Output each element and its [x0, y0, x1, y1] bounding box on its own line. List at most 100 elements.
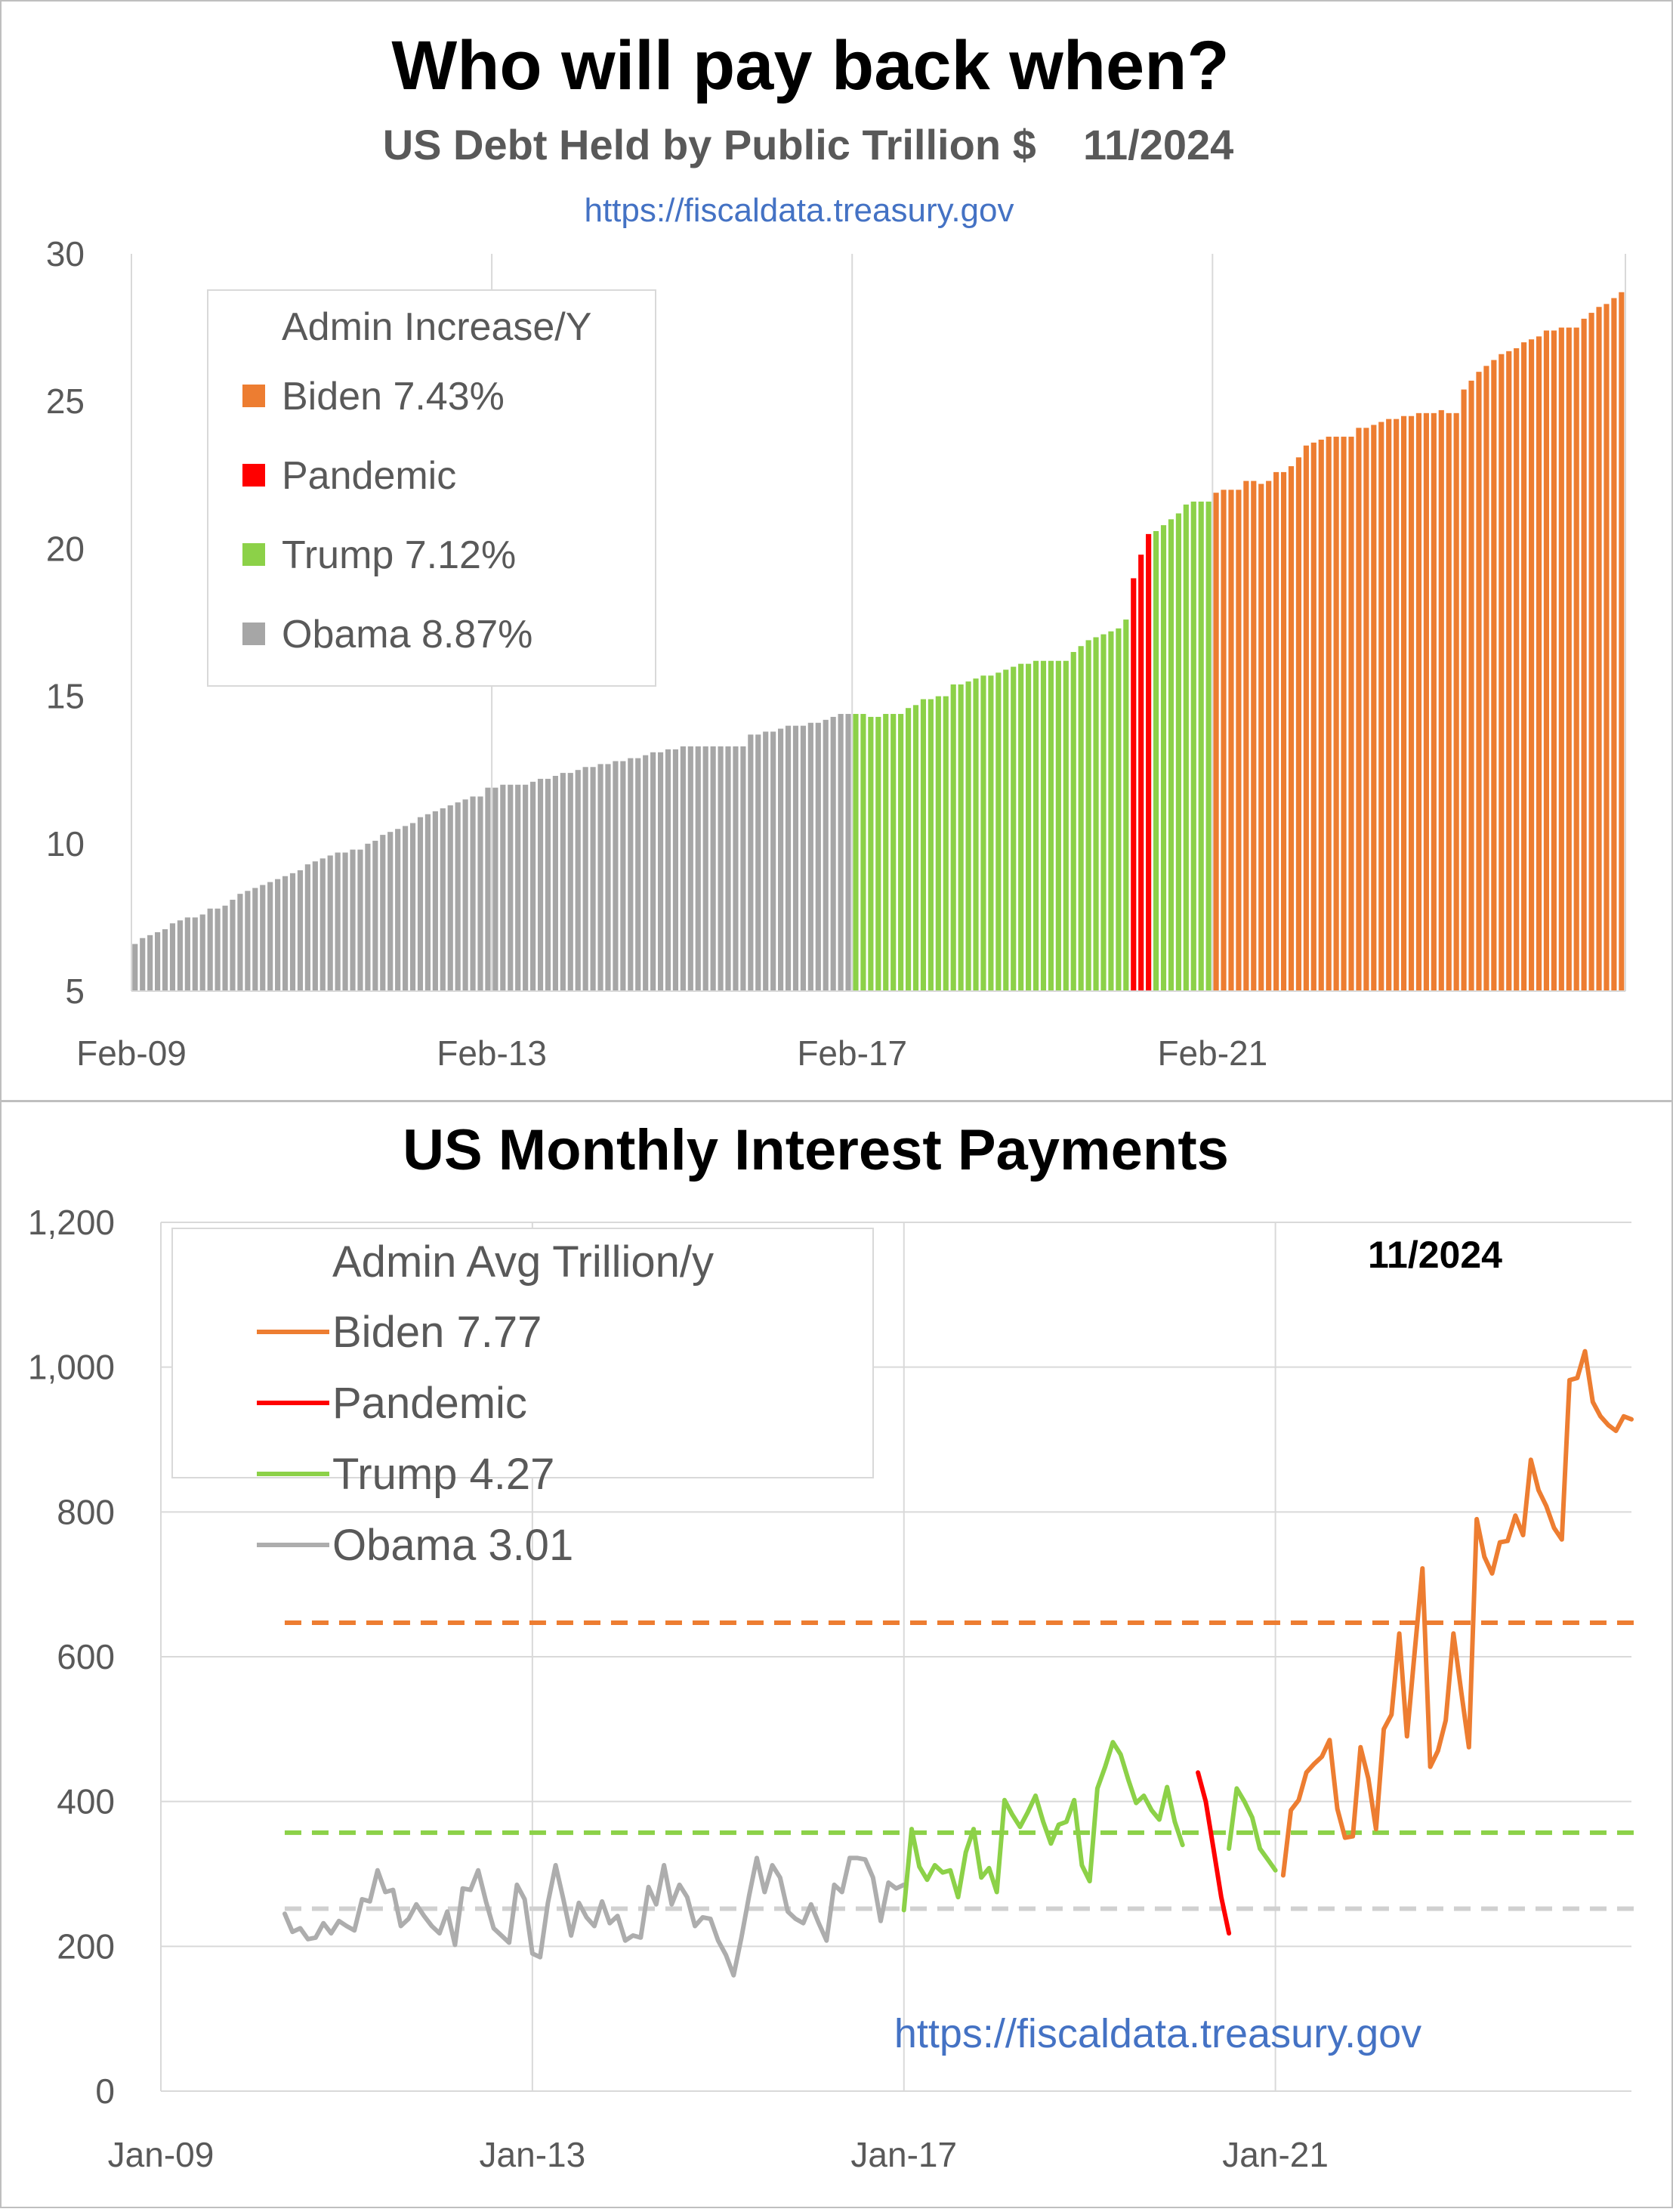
debt-bar-obama: [282, 876, 289, 991]
debt-bar-trump: [980, 675, 986, 991]
debt-bar-trump: [1033, 660, 1039, 991]
debt-bar-obama: [529, 781, 536, 991]
debt-bar-trump: [905, 708, 912, 991]
debt-bar-obama: [725, 746, 731, 991]
debt-legend-label-biden: Biden 7.43%: [282, 375, 505, 419]
debt-bar-trump: [1040, 660, 1047, 991]
debt-y-tick-label: 5: [65, 972, 85, 1011]
debt-bar-obama: [260, 885, 266, 991]
debt-axes: 5 10 15 20 25 30 Feb-09 Feb-13 Feb-17 Feb-21: [46, 234, 1625, 1073]
debt-bar-obama: [477, 796, 483, 991]
debt-bar-obama: [199, 914, 205, 991]
debt-bar-biden: [1228, 490, 1234, 991]
debt-bar-obama: [523, 784, 529, 991]
debt-y-tick-label: 15: [46, 677, 85, 716]
debt-bar-biden: [1461, 389, 1467, 991]
debt-bar-biden: [1521, 342, 1527, 991]
debt-bar-obama: [508, 784, 514, 991]
debt-bar-obama: [710, 746, 716, 991]
debt-bar-biden: [1408, 416, 1415, 991]
debt-bar-obama: [275, 879, 281, 991]
debt-bar-biden: [1588, 313, 1594, 992]
interest-y-tick-label: 1,000: [28, 1348, 115, 1387]
debt-bar-obama: [500, 784, 506, 991]
debt-bar-obama: [590, 767, 596, 991]
debt-bar-obama: [650, 752, 656, 991]
interest-y-tick-label: 600: [57, 1637, 115, 1676]
debt-bar-trump: [920, 699, 927, 991]
debt-bar-biden: [1303, 445, 1309, 991]
interest-series-lines: [282, 1349, 1634, 1978]
debt-bar-biden: [1401, 416, 1407, 991]
debt-bar-biden: [1446, 412, 1452, 991]
debt-bar-trump: [1093, 637, 1099, 991]
debt-bar-biden: [1581, 318, 1587, 991]
debt-bar-biden: [1415, 412, 1422, 991]
interest-chart-source-link[interactable]: https://fiscaldata.treasury.gov: [894, 2011, 1421, 2056]
debt-bar-biden: [1280, 471, 1287, 991]
debt-bar-obama: [304, 864, 310, 991]
interest-line-biden: [1280, 1349, 1634, 1878]
debt-chart-subtitle: US Debt Held by Public Trillion $ 11/202…: [383, 121, 1234, 168]
debt-bar-biden: [1506, 351, 1512, 991]
debt-bar-obama: [755, 734, 761, 991]
debt-bar-biden: [1604, 304, 1610, 991]
debt-bar-obama: [635, 758, 641, 991]
debt-bar-biden: [1438, 409, 1444, 991]
debt-bar-obama: [665, 749, 671, 991]
debt-bar-biden: [1566, 327, 1572, 992]
debt-bar-obama: [267, 882, 273, 991]
debt-bar-obama: [695, 746, 701, 991]
debt-bar-obama: [192, 917, 198, 991]
debt-bar-trump: [883, 714, 889, 991]
debt-chart-panel: Who will pay back when? US Debt Held by …: [0, 0, 1673, 1101]
debt-bar-biden: [1273, 471, 1279, 991]
debt-bar-obama: [252, 888, 258, 991]
debt-bar-biden: [1611, 298, 1617, 991]
debt-bar-obama: [485, 787, 491, 991]
debt-bar-obama: [537, 778, 544, 991]
debt-bar-biden: [1491, 360, 1497, 991]
debt-bar-obama: [733, 746, 739, 991]
debt-bar-obama: [440, 808, 446, 991]
debt-bar-trump: [1205, 501, 1212, 991]
debt-bar-biden: [1483, 366, 1489, 991]
debt-bar-trump: [1026, 663, 1032, 991]
debt-bar-biden: [1288, 466, 1295, 991]
interest-x-tick-label: Jan-21: [1222, 2135, 1329, 2174]
debt-bar-trump: [995, 672, 1002, 991]
debt-bar-trump: [875, 716, 881, 991]
debt-bar-biden: [1431, 412, 1437, 991]
debt-bar-biden: [1528, 339, 1535, 991]
debt-bar-biden: [1258, 483, 1264, 991]
interest-y-tick-label: 200: [57, 1926, 115, 1966]
debt-bar-obama: [687, 746, 693, 991]
debt-bar-trump: [988, 675, 994, 991]
interest-chart-panel: US Monthly Interest Payments 0 200 400 600 8…: [0, 1101, 1673, 2208]
debt-bar-obama: [462, 799, 468, 991]
debt-bar-obama: [597, 764, 603, 991]
debt-bar-biden: [1514, 348, 1520, 992]
debt-bar-obama: [770, 731, 776, 991]
debt-bar-biden: [1266, 480, 1272, 991]
debt-chart-title: Who will pay back when?: [391, 27, 1229, 104]
debt-bar-biden: [1318, 439, 1324, 991]
debt-bar-obama: [702, 746, 708, 991]
debt-bar-obama: [403, 826, 409, 991]
debt-bar-obama: [207, 908, 213, 991]
interest-y-tick-label: 1,200: [28, 1203, 115, 1242]
debt-bar-trump: [1078, 646, 1084, 991]
debt-bar-trump: [1175, 513, 1181, 991]
debt-bar-biden: [1363, 428, 1369, 991]
debt-bar-obama: [245, 891, 251, 991]
debt-bar-obama: [605, 764, 611, 991]
debt-bar-trump: [912, 705, 919, 991]
debt-bar-trump: [1070, 652, 1076, 991]
interest-legend-label-pandemic: Pandemic: [332, 1379, 527, 1428]
debt-bar-obama: [372, 840, 378, 991]
debt-chart-source-link[interactable]: https://fiscaldata.treasury.gov: [584, 192, 1014, 229]
interest-legend: Admin Avg Trillion/y Biden 7.77 Pandemic Tr…: [171, 1228, 874, 1570]
interest-line-trump: [1227, 1786, 1278, 1873]
debt-bar-obama: [778, 728, 784, 991]
debt-bar-trump: [1055, 660, 1061, 991]
